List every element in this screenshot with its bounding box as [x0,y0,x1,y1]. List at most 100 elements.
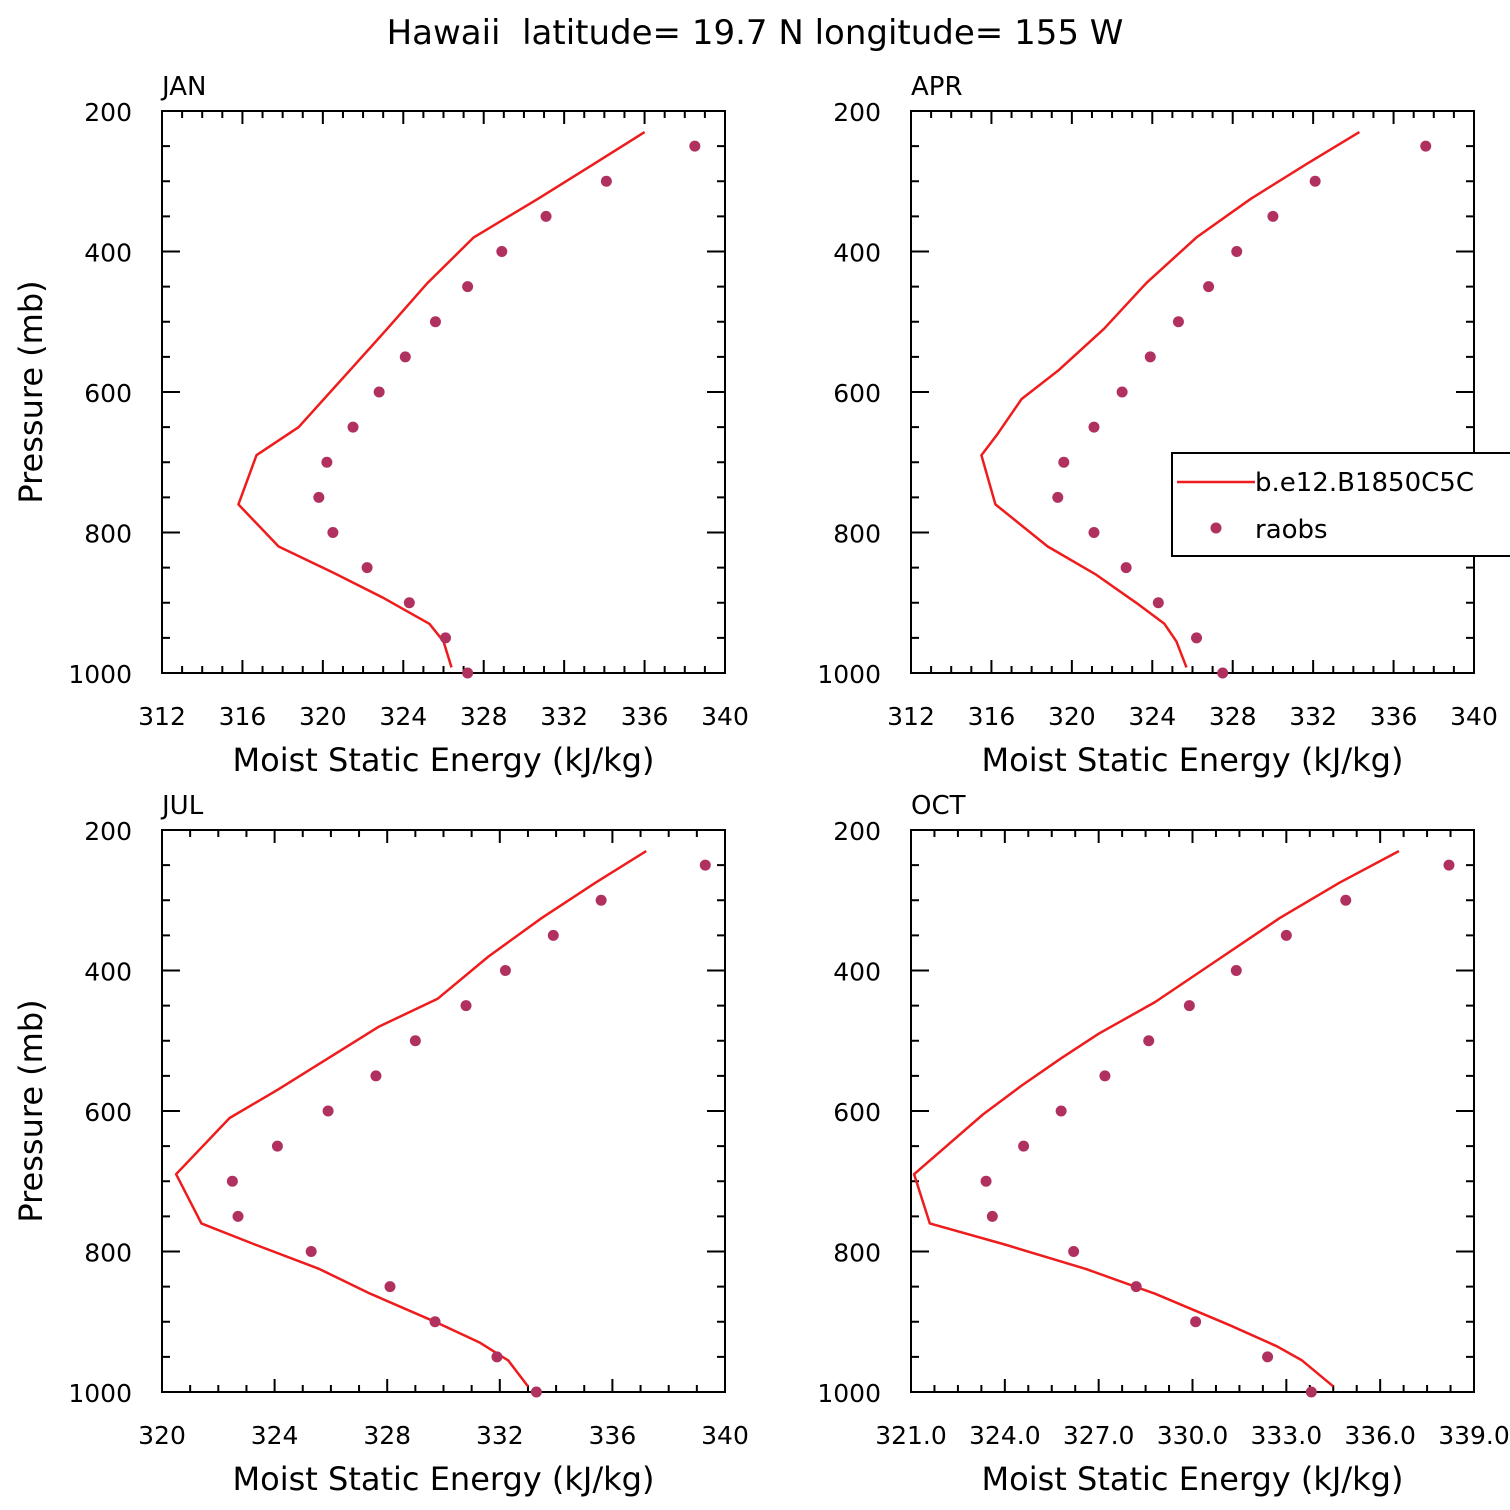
y-tick-label: 200 [833,98,881,127]
raobs-point [1340,894,1352,906]
x-tick-label: 340 [701,1421,749,1450]
x-tick-label: 328 [1209,702,1257,731]
y-tick-label: 1000 [68,660,132,689]
y-tick-label: 200 [84,817,132,846]
raobs-point [1058,456,1070,468]
x-tick-label: 328 [363,1421,411,1450]
raobs-point [429,316,441,328]
raobs-point [1191,632,1203,644]
model-line [912,849,1400,1388]
raobs-point [496,246,508,257]
raobs-point [986,1210,998,1222]
raobs-point [1280,929,1292,941]
y-tick-label: 400 [84,239,132,268]
x-tick-label: 320 [299,702,347,731]
x-tick-label: 327.0 [1063,1421,1135,1450]
raobs-point [1130,1281,1142,1293]
raobs-point [1143,1035,1155,1047]
raobs-point [1231,246,1243,257]
raobs-point [1230,965,1242,976]
raobs-point [1088,421,1100,433]
raobs-point [384,1281,396,1293]
x-tick-label: 336 [1370,702,1418,731]
raobs-point [462,667,474,679]
raobs-point [1309,175,1321,187]
raobs-point [429,1316,441,1328]
raobs-point [1262,1351,1274,1363]
legend-label-raobs: raobs [1255,515,1328,545]
raobs-point [322,1105,334,1117]
raobs-point [305,1246,317,1257]
panel-label: APR [911,72,963,102]
raobs-point [1144,351,1156,363]
raobs-point [600,175,612,187]
y-axis-label: Pressure (mb) [12,999,50,1222]
raobs-point [1203,281,1215,293]
x-tick-label: 320 [138,1421,186,1450]
y-tick-label: 1000 [817,660,881,689]
legend-point-swatch [1210,522,1222,534]
y-tick-label: 400 [833,958,881,987]
raobs-point [1088,527,1100,538]
panel-label: JUL [160,791,204,821]
panels: JAN 312 316 320 324 328 332 336 340 200 400 600 800 1… [12,72,1510,1498]
raobs-point [1018,1140,1030,1152]
x-tick-label: 320 [1048,702,1096,731]
model-line [174,850,647,1388]
raobs-point [1267,210,1279,222]
y-tick-label: 600 [84,379,132,408]
raobs-point [689,140,701,152]
raobs-point [327,527,339,538]
x-tick-label: 316 [219,702,267,731]
x-tick-label: 332 [476,1421,524,1450]
raobs-point [595,894,607,906]
plot-frame [910,829,1475,1393]
x-tick-label: 333.0 [1251,1421,1323,1450]
raobs-point [547,929,559,941]
chart-panel-oct: OCT 321.0 324.0 327.0 330.0 333.0 336.0 339.0 20… [817,791,1509,1498]
legend: b.e12.B1850C5C raobs [1171,452,1510,557]
raobs-point [1116,386,1128,398]
raobs-point [1190,1316,1202,1328]
raobs-point [1055,1105,1067,1117]
raobs-point [321,456,333,468]
x-axis-label: Moist Static Energy (kJ/kg) [233,741,655,779]
raobs-point [370,1070,382,1082]
legend-box [1171,452,1510,557]
x-tick-label: 316 [968,702,1016,731]
plot-frame [161,829,726,1393]
raobs-point [1152,597,1164,609]
chart-panel-apr: APR 312 316 320 324 328 332 336 340 200 400 600 800 1… [817,72,1510,779]
raobs-point [462,281,474,293]
raobs-point [540,210,552,222]
raobs-point [491,1351,503,1363]
chart-panel-jan: JAN 312 316 320 324 328 332 336 340 200 400 600 800 1… [12,72,749,779]
raobs-point [232,1210,244,1222]
raobs-point [699,859,711,871]
x-tick-label: 332 [540,702,588,731]
raobs-point [361,562,373,574]
panel-label: OCT [911,791,966,821]
raobs-point [1120,562,1132,574]
raobs-point [1443,859,1455,871]
raobs-point [403,597,415,609]
raobs-point [1172,316,1184,328]
raobs-point [1217,667,1229,679]
raobs-point [1183,1000,1195,1012]
y-tick-label: 800 [84,520,132,549]
raobs-point [373,386,385,398]
x-tick-label: 324 [379,702,427,731]
x-tick-label: 330.0 [1157,1421,1229,1450]
chart-panel-jul: JUL 320 324 328 332 336 340 200 400 600 800 1000 Moi… [12,791,749,1498]
x-tick-label: 324.0 [969,1421,1041,1450]
raobs-point [530,1386,542,1398]
x-tick-label: 340 [1450,702,1498,731]
y-axis-label: Pressure (mb) [12,280,50,503]
raobs-point [399,351,411,363]
y-tick-label: 800 [84,1239,132,1268]
x-tick-label: 340 [701,702,749,731]
y-tick-label: 600 [833,1098,881,1127]
y-tick-label: 600 [833,379,881,408]
raobs-point [1052,491,1064,503]
